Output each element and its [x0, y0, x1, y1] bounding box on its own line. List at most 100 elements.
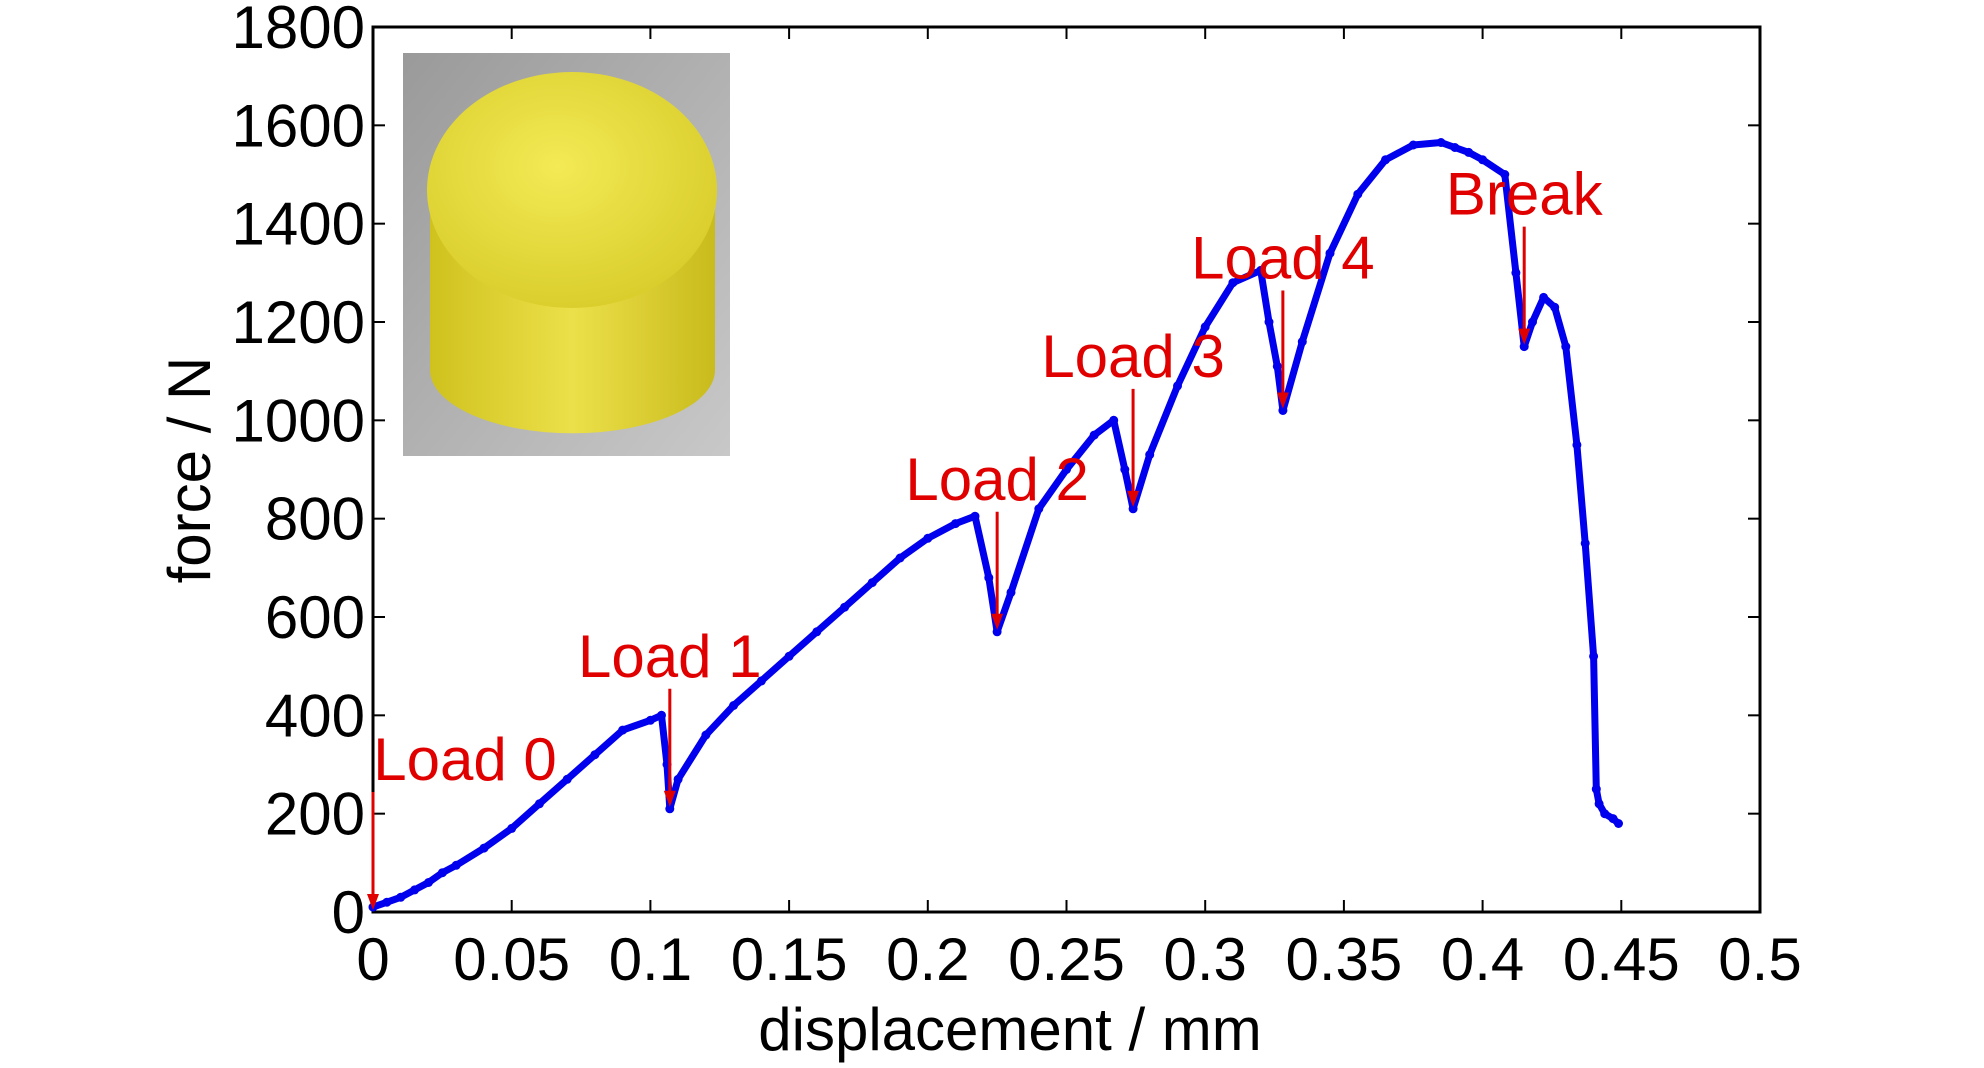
data-point — [507, 823, 517, 833]
data-point — [1572, 440, 1582, 450]
data-point — [1464, 147, 1474, 157]
x-tick-label: 0.4 — [1441, 926, 1524, 993]
data-point — [1173, 381, 1182, 391]
x-tick-label: 0.05 — [453, 926, 570, 993]
data-point — [1297, 337, 1307, 347]
data-point — [1500, 170, 1510, 179]
data-point — [479, 843, 489, 853]
x-tick-label: 0.45 — [1563, 926, 1680, 993]
x-tick-label: 0.5 — [1718, 926, 1801, 993]
annotation-arrowhead — [991, 613, 1004, 630]
data-point — [1589, 651, 1599, 661]
annotation-arrowhead — [1127, 490, 1140, 507]
data-point — [1614, 819, 1623, 828]
data-point — [951, 519, 960, 529]
annotation-label: Load 2 — [905, 446, 1089, 513]
data-point — [1591, 784, 1601, 794]
data-point — [812, 627, 822, 637]
data-point — [1120, 465, 1130, 474]
data-point — [657, 710, 666, 720]
data-point — [1128, 504, 1138, 514]
x-tick-label: 0.3 — [1163, 926, 1246, 993]
y-tick-label: 600 — [265, 584, 365, 651]
data-point — [756, 676, 766, 686]
data-point — [665, 804, 675, 814]
data-point — [424, 878, 433, 887]
data-point — [1256, 265, 1266, 275]
data-point — [784, 651, 794, 661]
data-point — [1325, 248, 1335, 258]
data-point — [1062, 465, 1071, 474]
data-point — [867, 578, 877, 588]
y-tick-label: 0 — [332, 879, 365, 946]
data-point — [729, 701, 739, 710]
data-point — [1600, 809, 1610, 819]
annotation-label: Load 4 — [1191, 225, 1375, 292]
series-line — [369, 139, 1622, 911]
data-point — [1519, 342, 1529, 352]
x-tick-label: 0 — [356, 926, 389, 993]
data-point — [1561, 342, 1571, 352]
x-tick-label: 0.1 — [609, 926, 692, 993]
data-point — [1478, 155, 1488, 165]
x-axis-title: displacement / mm — [758, 996, 1262, 1063]
y-tick-label: 1200 — [232, 289, 365, 356]
y-tick-label: 200 — [265, 781, 365, 848]
data-point — [1408, 140, 1418, 150]
data-point — [534, 799, 544, 809]
data-point — [840, 602, 850, 612]
data-point — [1550, 302, 1560, 312]
data-point — [1109, 415, 1119, 425]
data-point — [451, 860, 461, 870]
data-point — [984, 573, 994, 583]
data-point — [1511, 268, 1521, 278]
series-layer — [368, 138, 1623, 912]
y-tick-label: 1000 — [232, 387, 365, 454]
data-point — [1353, 189, 1363, 199]
annotation-arrowhead — [663, 790, 676, 807]
y-tick-label: 1600 — [232, 92, 365, 159]
data-point — [1594, 799, 1604, 809]
y-tick-label: 1400 — [232, 191, 365, 258]
data-point — [1145, 450, 1155, 460]
data-point — [562, 774, 572, 784]
data-point — [1034, 504, 1044, 514]
data-point — [1278, 406, 1288, 415]
data-point — [701, 730, 711, 740]
data-point — [992, 627, 1002, 637]
y-axis-title: force / N — [156, 357, 223, 584]
data-point — [1200, 322, 1210, 332]
annotation-arrowhead — [367, 894, 379, 910]
x-tick-label: 0.25 — [1008, 926, 1125, 993]
x-tick-label: 0.2 — [886, 926, 969, 993]
annotation-arrowhead — [1518, 328, 1531, 345]
x-tick-label: 0.35 — [1286, 926, 1403, 993]
data-point — [645, 715, 655, 725]
data-point — [673, 774, 683, 784]
annotation-label: Break — [1446, 161, 1604, 228]
data-point — [410, 885, 420, 895]
y-tick-label: 400 — [265, 682, 365, 749]
data-point — [970, 511, 980, 521]
data-point — [895, 553, 905, 563]
data-point — [1272, 361, 1282, 371]
annotation-label: Load 1 — [578, 623, 762, 690]
annotation-label: Load 3 — [1041, 323, 1225, 390]
data-point — [1450, 143, 1460, 152]
data-point — [437, 868, 447, 878]
ticks-layer: 0 0.05 0.1 0.15 0.2 0.25 0.3 0.35 0.4 0.45 0.5 0 200… — [232, 0, 1802, 993]
inset-photo — [403, 53, 730, 456]
data-point — [396, 892, 406, 902]
y-tick-label: 1800 — [232, 0, 365, 61]
data-point — [1436, 138, 1446, 147]
x-tick-label: 0.15 — [731, 926, 848, 993]
data-point — [1228, 278, 1238, 288]
data-point — [1528, 317, 1537, 327]
data-point — [382, 897, 392, 907]
data-point — [1006, 587, 1016, 597]
y-tick-label: 800 — [265, 486, 365, 553]
data-point — [1089, 430, 1099, 440]
data-point — [1381, 155, 1390, 165]
